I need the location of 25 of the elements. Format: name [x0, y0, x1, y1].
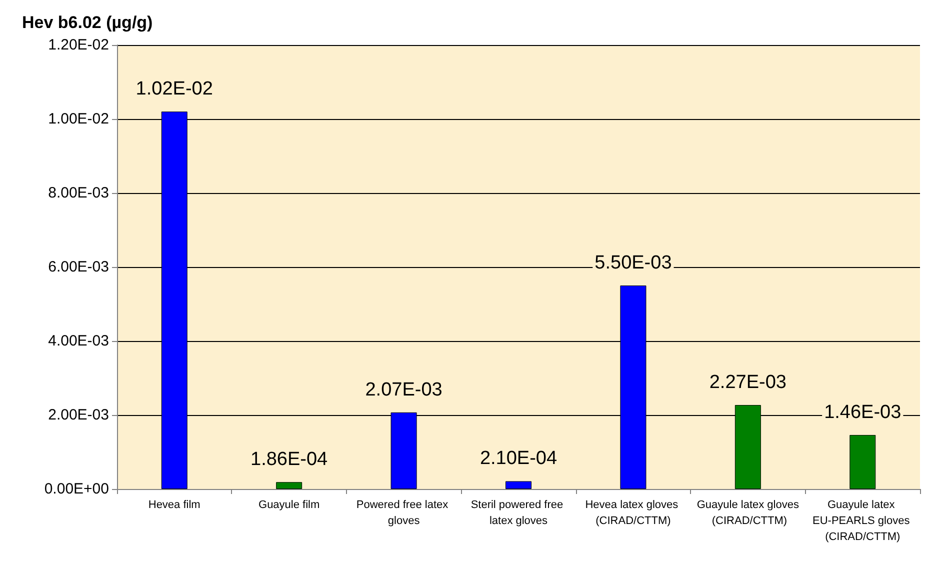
data-label: 2.10E-04: [480, 448, 558, 470]
y-tick-label: 2.00E-03: [48, 406, 109, 424]
x-tick-label: Guayule latex gloves (CIRAD/CTTM): [696, 499, 800, 527]
x-tick-label: Guayule latex EU-PEARLS gloves (CIRAD/CTTM): [812, 499, 913, 543]
bar: [276, 482, 302, 489]
data-label: 5.50E-03: [594, 252, 672, 274]
x-tick-label: Hevea film: [148, 499, 200, 511]
data-label: 1.46E-03: [824, 402, 902, 423]
y-tick-label: 6.00E-03: [48, 258, 109, 276]
y-tick-label: 1.20E-02: [48, 36, 109, 54]
y-tick-label: 1.00E-02: [48, 110, 109, 128]
x-tick-label: Guayule film: [258, 499, 320, 511]
y-tick-label: 4.00E-03: [48, 332, 109, 350]
y-tick-label: 8.00E-03: [48, 184, 109, 202]
data-label: 2.27E-03: [709, 372, 786, 394]
x-tick-label: Powered free latex gloves: [356, 499, 452, 527]
y-tick-label: 0.00E+00: [44, 480, 109, 498]
x-tick-label: Steril powered free latex gloves: [470, 499, 566, 527]
x-tick-label: Hevea latex gloves (CIRAD/CTTM): [585, 499, 682, 527]
bar: [850, 434, 876, 489]
y-axis-title: Hev b6.02 (µg/g): [22, 13, 153, 32]
data-label: 1.86E-04: [250, 449, 328, 470]
data-label: 1.02E-02: [136, 78, 213, 100]
data-label: 2.07E-03: [365, 379, 442, 400]
bar: [506, 481, 532, 489]
